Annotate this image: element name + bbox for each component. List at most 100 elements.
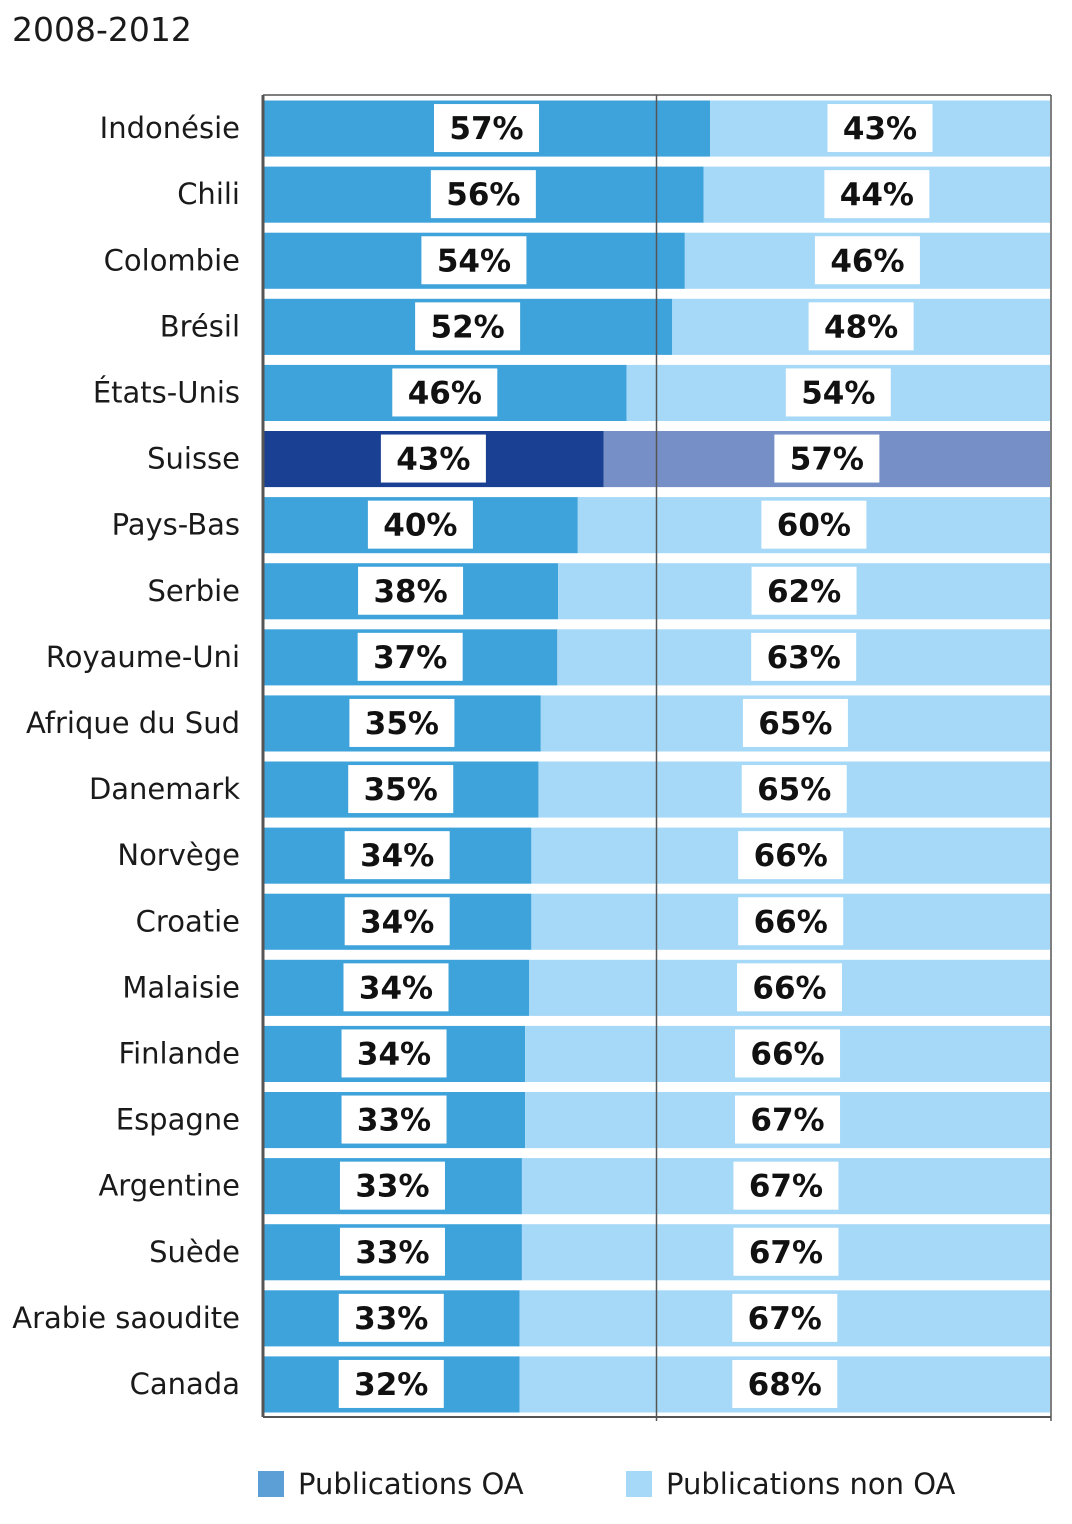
category-label-row-8: Royaume-Uni <box>46 640 240 674</box>
label-non-oa-row-12-text: 66% <box>754 904 828 940</box>
label-oa-row-0-box <box>434 104 540 153</box>
label-non-oa-row-9: 65% <box>742 698 848 747</box>
legend-swatch-oa <box>258 1471 284 1497</box>
label-non-oa-row-13-box <box>737 963 843 1012</box>
label-non-oa-row-18-text: 67% <box>748 1301 822 1337</box>
label-oa-row-3-box <box>415 302 521 351</box>
legend-label-non-oa: Publications non OA <box>666 1467 956 1501</box>
label-oa-row-4-text: 46% <box>408 375 482 411</box>
label-non-oa-row-4: 54% <box>785 368 891 417</box>
label-oa-row-15-text: 33% <box>357 1103 431 1139</box>
label-non-oa-row-17-text: 67% <box>749 1235 823 1271</box>
label-oa-row-1: 56% <box>430 170 536 219</box>
label-oa-row-13-box <box>343 963 449 1012</box>
label-non-oa-row-8: 63% <box>751 632 857 681</box>
label-oa-row-17-text: 33% <box>355 1235 429 1271</box>
label-oa-row-3-text: 52% <box>431 309 505 345</box>
label-oa-row-12: 34% <box>344 897 450 946</box>
label-oa-row-16: 33% <box>339 1161 445 1210</box>
label-oa-row-19-text: 32% <box>354 1367 428 1403</box>
label-oa-row-7: 38% <box>358 566 464 615</box>
label-non-oa-row-9-box <box>742 698 848 747</box>
label-oa-row-6-box <box>367 500 473 549</box>
label-non-oa-row-7-box <box>751 566 857 615</box>
label-non-oa-row-1-box <box>824 170 930 219</box>
label-oa-row-1-box <box>430 170 536 219</box>
label-non-oa-row-12-box <box>738 897 844 946</box>
label-non-oa-row-2-box <box>814 236 920 285</box>
label-non-oa-row-0-text: 43% <box>843 111 917 147</box>
label-oa-row-5-box <box>380 434 486 483</box>
label-oa-row-6: 40% <box>367 500 473 549</box>
category-label-row-9: Afrique du Sud <box>26 706 240 740</box>
label-oa-row-6-text: 40% <box>383 508 457 544</box>
legend: Publications OA Publications non OA <box>258 1462 1048 1506</box>
label-oa-row-10-box <box>348 765 454 814</box>
label-non-oa-row-14: 66% <box>735 1029 841 1078</box>
category-label-row-7: Serbie <box>148 574 240 608</box>
label-non-oa-row-4-box <box>785 368 891 417</box>
label-non-oa-row-7-text: 62% <box>767 574 841 610</box>
label-oa-row-7-box <box>358 566 464 615</box>
category-label-row-13: Malaisie <box>122 970 240 1004</box>
label-non-oa-row-3-box <box>808 302 914 351</box>
label-non-oa-row-11-text: 66% <box>754 838 828 874</box>
label-oa-row-2: 54% <box>421 236 527 285</box>
label-non-oa-row-8-text: 63% <box>767 640 841 676</box>
label-non-oa-row-10-box <box>741 765 847 814</box>
label-oa-row-14: 34% <box>341 1029 447 1078</box>
page-title: 2008-2012 <box>12 10 192 49</box>
label-non-oa-row-18-box <box>732 1293 838 1342</box>
category-label-row-1: Chili <box>177 177 240 211</box>
label-non-oa-row-2-text: 46% <box>830 243 904 279</box>
label-non-oa-row-11: 66% <box>738 831 844 880</box>
label-oa-row-19: 32% <box>338 1359 444 1408</box>
label-oa-row-11-box <box>344 831 450 880</box>
label-oa-row-9: 35% <box>349 698 455 747</box>
label-non-oa-row-5-box <box>774 434 880 483</box>
label-oa-row-2-text: 54% <box>437 243 511 279</box>
label-non-oa-row-5-text: 57% <box>790 442 864 478</box>
label-oa-row-14-box <box>341 1029 447 1078</box>
label-oa-row-14-text: 34% <box>357 1036 431 1072</box>
label-oa-row-11-text: 34% <box>360 838 434 874</box>
label-oa-row-3: 52% <box>415 302 521 351</box>
label-non-oa-row-15-text: 67% <box>750 1103 824 1139</box>
label-non-oa-row-16-text: 67% <box>749 1169 823 1205</box>
label-non-oa-row-12: 66% <box>738 897 844 946</box>
stacked-bar-chart: 57% 43% 56% 44% 54% 46% 52% 48% 46% 54% 43% 57% 40% 6… <box>12 94 1052 1421</box>
label-non-oa-row-0-box <box>827 104 933 153</box>
label-oa-row-12-text: 34% <box>360 904 434 940</box>
label-non-oa-row-7: 62% <box>751 566 857 615</box>
label-oa-row-7-text: 38% <box>373 574 447 610</box>
label-oa-row-8-box <box>357 632 463 681</box>
label-non-oa-row-19-text: 68% <box>748 1367 822 1403</box>
label-oa-row-16-text: 33% <box>355 1169 429 1205</box>
label-non-oa-row-15: 67% <box>735 1095 841 1144</box>
label-non-oa-row-3: 48% <box>808 302 914 351</box>
label-non-oa-row-13: 66% <box>737 963 843 1012</box>
legend-item-oa: Publications OA <box>258 1462 524 1506</box>
label-oa-row-15-box <box>341 1095 447 1144</box>
label-oa-row-11: 34% <box>344 831 450 880</box>
label-oa-row-2-box <box>421 236 527 285</box>
label-oa-row-0: 57% <box>434 104 540 153</box>
label-oa-row-18-text: 33% <box>354 1301 428 1337</box>
label-oa-row-5-text: 43% <box>396 442 470 478</box>
label-oa-row-10: 35% <box>348 765 454 814</box>
label-non-oa-row-9-text: 65% <box>758 706 832 742</box>
label-non-oa-row-6-text: 60% <box>777 508 851 544</box>
label-non-oa-row-18: 67% <box>732 1293 838 1342</box>
label-non-oa-row-19-box <box>732 1359 838 1408</box>
category-label-row-6: Pays-Bas <box>112 508 240 542</box>
label-oa-row-10-text: 35% <box>364 772 438 808</box>
category-label-row-17: Suède <box>149 1235 240 1269</box>
label-non-oa-row-19: 68% <box>732 1359 838 1408</box>
category-label-row-0: Indonésie <box>100 111 240 145</box>
label-oa-row-4: 46% <box>392 368 498 417</box>
category-label-row-19: Canada <box>130 1367 240 1401</box>
legend-swatch-non-oa <box>626 1471 652 1497</box>
label-oa-row-1-text: 56% <box>446 177 520 213</box>
value-labels-layer: 57% 43% 56% 44% 54% 46% 52% 48% 46% 54% 43% 57% 40% 6… <box>338 104 933 1408</box>
label-oa-row-16-box <box>339 1161 445 1210</box>
